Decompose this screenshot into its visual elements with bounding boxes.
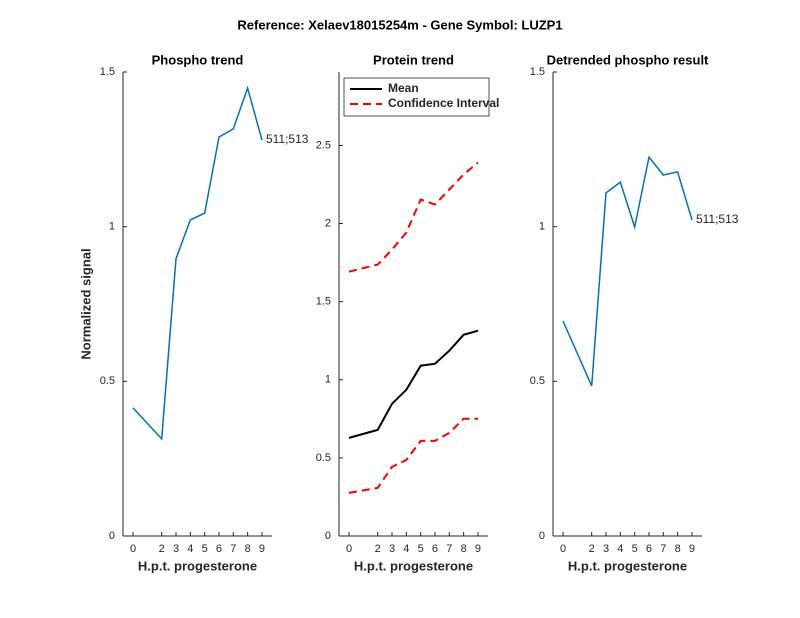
x-tick-label: 9 — [475, 543, 481, 555]
x-tick-label: 3 — [603, 543, 609, 555]
y-tick-label: 2.5 — [316, 139, 331, 151]
y-tick-label: 1 — [325, 374, 331, 386]
legend-label: Mean — [388, 81, 419, 95]
y-tick-label: 1.5 — [100, 66, 115, 78]
y-axis-label: Normalized signal — [78, 248, 93, 359]
y-tick-label: 1.5 — [316, 296, 331, 308]
x-tick-label: 6 — [432, 543, 438, 555]
y-tick-label: 0.5 — [316, 452, 331, 464]
data-line — [348, 161, 479, 273]
x-tick-label: 3 — [173, 543, 179, 555]
data-line — [348, 329, 479, 439]
y-tick-label: 1.5 — [530, 66, 545, 78]
x-tick-label: 8 — [675, 543, 681, 555]
subplot-title: Protein trend — [373, 52, 454, 67]
annotation: 511;513 — [696, 212, 739, 226]
x-tick-label: 3 — [389, 543, 395, 555]
data-line — [562, 155, 693, 387]
y-tick-label: 1 — [539, 221, 545, 233]
x-tick-label: 4 — [187, 543, 193, 555]
y-tick-label: 2 — [325, 217, 331, 229]
x-tick-label: 7 — [660, 543, 666, 555]
y-tick-label: 0 — [109, 530, 115, 542]
legend-box — [343, 77, 490, 117]
subplot: 0 0.5 1 1.5 0 2 3 4 5 6 7 8 9 Detrended phospho resul… — [530, 52, 739, 573]
x-tick-label: 9 — [259, 543, 265, 555]
data-line — [348, 417, 478, 494]
x-tick-label: 5 — [202, 543, 208, 555]
y-tick-label: 0.5 — [530, 375, 545, 387]
y-tick-label: 0.5 — [100, 375, 115, 387]
subplot-title: Phospho trend — [152, 52, 244, 67]
x-tick-label: 6 — [216, 543, 222, 555]
y-tick-label: 1 — [109, 221, 115, 233]
data-line — [132, 85, 263, 441]
x-tick-label: 5 — [418, 543, 424, 555]
x-tick-label: 9 — [689, 543, 695, 555]
x-axis-label: H.p.t. progesterone — [354, 558, 473, 573]
x-tick-label: 0 — [130, 543, 136, 555]
x-tick-label: 4 — [617, 543, 623, 555]
figure-title: Reference: Xelaev18015254m - Gene Symbol… — [237, 17, 562, 32]
x-tick-label: 8 — [461, 543, 467, 555]
x-tick-label: 6 — [646, 543, 652, 555]
y-tick-label: 0 — [325, 530, 331, 542]
x-tick-label: 4 — [403, 543, 409, 555]
x-tick-label: 2 — [159, 543, 165, 555]
x-tick-label: 0 — [346, 543, 352, 555]
x-axis-label: H.p.t. progesterone — [568, 558, 687, 573]
x-tick-label: 2 — [589, 543, 595, 555]
x-tick-label: 7 — [230, 543, 236, 555]
x-tick-label: 7 — [446, 543, 452, 555]
subplot-title: Detrended phospho result — [547, 52, 709, 67]
x-tick-label: 0 — [560, 543, 566, 555]
x-tick-label: 8 — [245, 543, 251, 555]
legend-label: Confidence Interval — [388, 96, 499, 110]
x-tick-label: 2 — [375, 543, 381, 555]
annotation: 511;513 — [266, 132, 309, 146]
x-tick-label: 5 — [632, 543, 638, 555]
y-tick-label: 0 — [539, 530, 545, 542]
subplot: 0 0.5 1 1.5 0 2 3 4 5 6 7 8 9 Phospho trend H.p.t. pro… — [78, 52, 308, 573]
x-axis-label: H.p.t. progesterone — [138, 558, 257, 573]
